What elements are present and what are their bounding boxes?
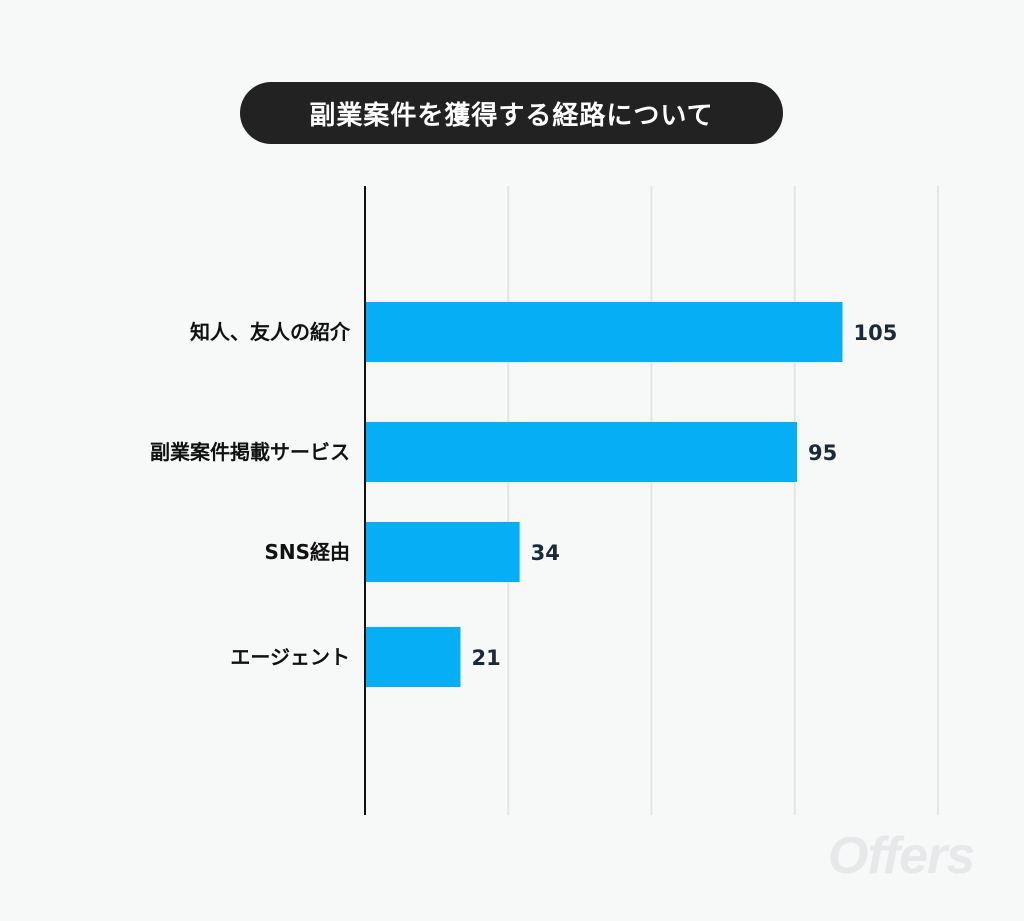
bar [365, 422, 798, 482]
data-label: 21 [472, 646, 501, 670]
chart-title: 副業案件を獲得する経路について [240, 82, 783, 144]
bar [365, 522, 520, 582]
data-label: 34 [531, 541, 560, 565]
category-label: 知人、友人の紹介 [190, 320, 351, 344]
offers-logo: Offers [828, 827, 975, 885]
category-label: SNS経由 [264, 540, 350, 564]
data-label: 95 [808, 441, 837, 465]
category-label: エージェント [230, 645, 350, 669]
bar [365, 302, 843, 362]
category-label: 副業案件掲載サービス [150, 440, 350, 464]
bar [365, 627, 461, 687]
data-label: 105 [854, 321, 898, 345]
